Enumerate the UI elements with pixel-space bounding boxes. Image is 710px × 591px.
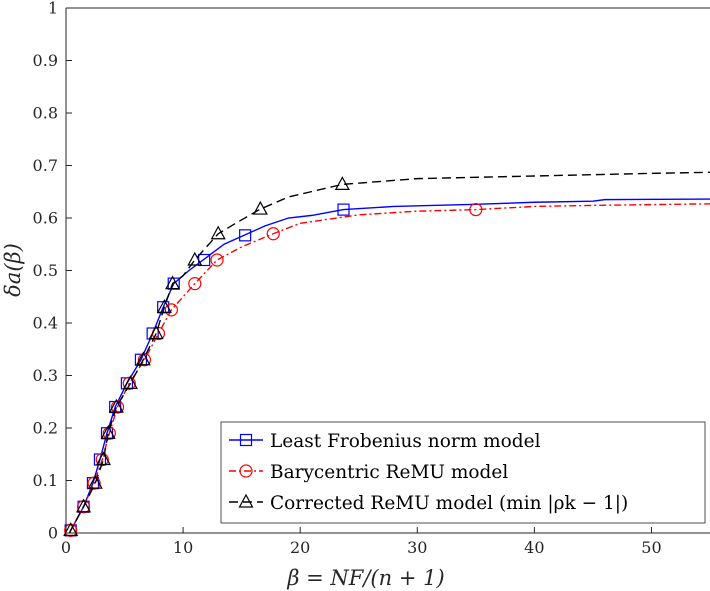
series-3-marker bbox=[63, 522, 79, 536]
y-tick-label: 0.6 bbox=[33, 209, 58, 228]
legend: Least Frobenius norm model Barycentric R… bbox=[220, 421, 706, 524]
y-tick-label: 0.8 bbox=[33, 104, 58, 123]
y-tick-label: 0.2 bbox=[33, 419, 58, 438]
legend-box bbox=[220, 421, 706, 524]
series-3-marker bbox=[122, 375, 138, 389]
x-tick-label: 0 bbox=[61, 538, 71, 557]
x-axis-label: β = NF/(n + 1) bbox=[286, 566, 444, 590]
ticks-layer: 0 10 20 30 40 50 0 0.1 0.2 0.3 0.4 0.5 0.6 0.7 0.8 0.9 1 bbox=[33, 0, 662, 557]
legend-label-least-frobenius: Least Frobenius norm model bbox=[270, 431, 541, 452]
series-3-marker bbox=[135, 351, 151, 366]
x-tick-label: 10 bbox=[173, 538, 193, 557]
series-3-marker bbox=[95, 451, 111, 466]
y-tick-label: 0.5 bbox=[33, 261, 58, 280]
y-tick-label: 0.4 bbox=[33, 314, 58, 333]
series-line-1 bbox=[68, 198, 710, 534]
y-tick-label: 0.3 bbox=[33, 366, 58, 385]
x-tick-label: 50 bbox=[641, 538, 661, 557]
series-3-marker bbox=[87, 474, 103, 489]
series-3-marker bbox=[187, 251, 203, 266]
y-tick-label: 0.7 bbox=[33, 156, 58, 175]
series-layer bbox=[63, 171, 710, 537]
series-3-marker bbox=[334, 176, 350, 190]
series-3-marker bbox=[76, 498, 92, 513]
legend-swatch-marker-3 bbox=[238, 493, 254, 508]
series-2-marker bbox=[164, 303, 178, 317]
series-2-marker bbox=[210, 253, 224, 267]
y-tick-label: 0.1 bbox=[33, 471, 58, 490]
series-line-3 bbox=[68, 171, 710, 534]
legend-swatch-marker-2 bbox=[239, 464, 253, 478]
series-3-marker bbox=[165, 275, 181, 290]
x-tick-label: 30 bbox=[407, 538, 427, 557]
x-tick-label: 40 bbox=[524, 538, 544, 557]
y-tick-label: 1 bbox=[48, 0, 58, 18]
series-3-marker bbox=[148, 325, 164, 340]
series-3-marker bbox=[156, 298, 172, 313]
y-axis-label: δa(β) bbox=[1, 243, 25, 297]
series-3-marker bbox=[210, 225, 226, 240]
series-3-marker bbox=[100, 424, 116, 439]
series-3-marker bbox=[108, 398, 124, 413]
x-tick-label: 20 bbox=[290, 538, 310, 557]
series-1-marker bbox=[239, 229, 252, 242]
legend-swatch-marker-1 bbox=[239, 433, 253, 447]
series-2-marker bbox=[188, 277, 202, 291]
legend-label-corrected-remu: Corrected ReMU model (min |ρk − 1|) bbox=[270, 493, 628, 514]
legend-label-barycentric-remu: Barycentric ReMU model bbox=[270, 462, 508, 483]
series-line-2 bbox=[68, 203, 710, 534]
y-tick-label: 0 bbox=[48, 524, 58, 543]
series-3-marker bbox=[252, 200, 268, 215]
series-1-marker bbox=[337, 203, 350, 216]
series-3 bbox=[63, 171, 710, 536]
y-tick-label: 0.9 bbox=[33, 51, 58, 70]
legend-entries: Least Frobenius norm model Barycentric R… bbox=[229, 431, 628, 514]
series-2-marker bbox=[266, 227, 280, 241]
series-2-marker bbox=[469, 203, 483, 217]
